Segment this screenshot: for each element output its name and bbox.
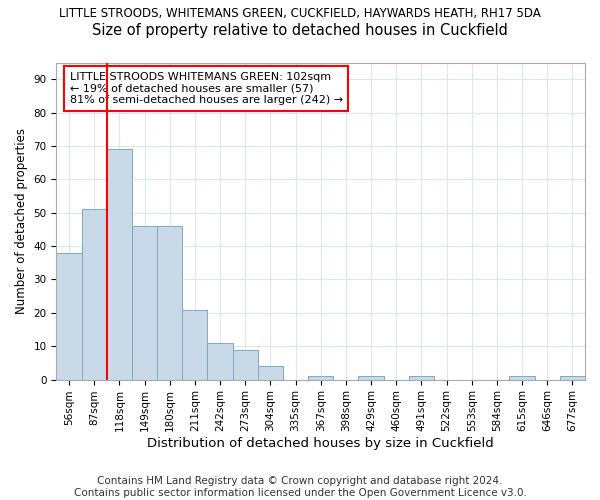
Text: Contains HM Land Registry data © Crown copyright and database right 2024.
Contai: Contains HM Land Registry data © Crown c…: [74, 476, 526, 498]
Bar: [107, 150, 132, 380]
Bar: [560, 376, 585, 380]
Bar: [258, 366, 283, 380]
Bar: [132, 226, 157, 380]
Y-axis label: Number of detached properties: Number of detached properties: [15, 128, 28, 314]
Bar: [208, 343, 233, 380]
Text: Size of property relative to detached houses in Cuckfield: Size of property relative to detached ho…: [92, 22, 508, 38]
Bar: [358, 376, 383, 380]
Text: LITTLE STROODS WHITEMANS GREEN: 102sqm
← 19% of detached houses are smaller (57): LITTLE STROODS WHITEMANS GREEN: 102sqm ←…: [70, 72, 343, 105]
Bar: [182, 310, 208, 380]
Bar: [157, 226, 182, 380]
Bar: [509, 376, 535, 380]
Text: LITTLE STROODS, WHITEMANS GREEN, CUCKFIELD, HAYWARDS HEATH, RH17 5DA: LITTLE STROODS, WHITEMANS GREEN, CUCKFIE…: [59, 8, 541, 20]
Bar: [308, 376, 333, 380]
Bar: [82, 210, 107, 380]
X-axis label: Distribution of detached houses by size in Cuckfield: Distribution of detached houses by size …: [148, 437, 494, 450]
Bar: [56, 253, 82, 380]
Bar: [233, 350, 258, 380]
Bar: [409, 376, 434, 380]
